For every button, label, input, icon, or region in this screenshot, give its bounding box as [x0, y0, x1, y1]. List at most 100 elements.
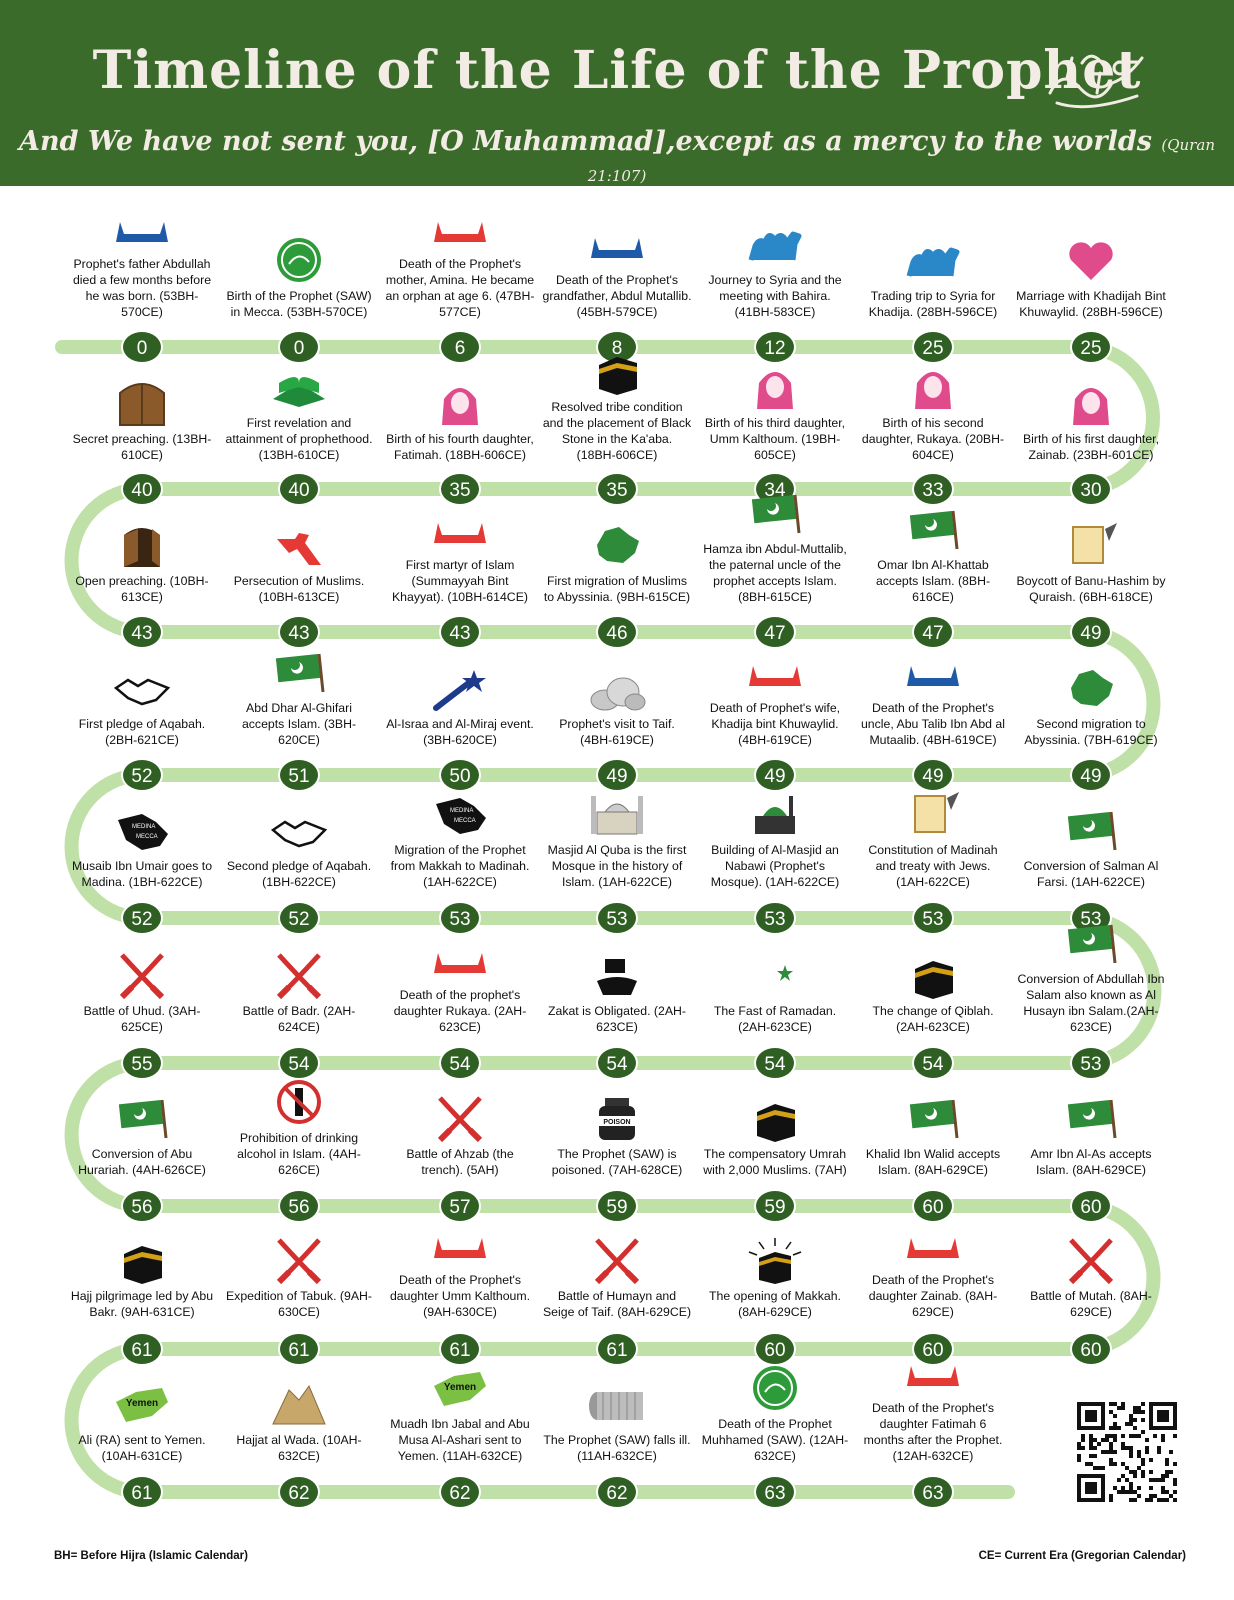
- event-description: Battle of Uhud. (3AH-625CE): [83, 1004, 201, 1034]
- age-badge: 51: [278, 758, 320, 792]
- swords-icon: [1061, 1236, 1121, 1285]
- age-badge: 53: [754, 901, 796, 935]
- quran-verse: And We have not sent you, [O Muhammad],e…: [19, 126, 1152, 157]
- flag-icon: [1061, 1094, 1121, 1142]
- event-description: Prophet's father Abdullah died a few mon…: [72, 257, 212, 319]
- event-description: Second pledge of Aqabah. (1BH-622CE): [226, 859, 372, 889]
- kaaba-icon: [903, 951, 963, 999]
- age-badge: 50: [439, 758, 481, 792]
- age-badge: 52: [121, 901, 163, 935]
- map-yemen-icon: Yemen: [430, 1364, 490, 1412]
- event-description: Open preaching. (10BH-613CE): [75, 574, 209, 604]
- event-description: Birth of his first daughter, Zainab. (23…: [1022, 432, 1160, 462]
- kaaba-icon: [112, 1236, 172, 1284]
- event-description: Khalid Ibn Walid accepts Islam. (8AH-629…: [865, 1147, 1001, 1177]
- event-description: Prohibition of drinking alcohol in Islam…: [237, 1131, 361, 1177]
- event-description: Marriage with Khadijah Bint Khuwaylid. (…: [1016, 289, 1166, 319]
- age-badge: 54: [912, 1046, 954, 1080]
- flag-icon: [1061, 919, 1121, 967]
- svg-text:POISON: POISON: [603, 1119, 630, 1126]
- event-description: Prophet's visit to Taif. (4BH-619CE): [559, 717, 675, 747]
- age-badge: 30: [1070, 472, 1112, 506]
- event-description: Persecution of Muslims. (10BH-613CE): [233, 574, 365, 604]
- flag-icon: [112, 1094, 172, 1142]
- event-description: Muadh Ibn Jabal and Abu Musa Al-Ashari s…: [390, 1417, 530, 1463]
- event-description: Battle of Humayn and Seige of Taif. (8AH…: [542, 1289, 692, 1319]
- green-dome-icon: [745, 790, 805, 838]
- event-description: Death of the Prophet's uncle, Abu Talib …: [860, 701, 1006, 747]
- kaaba-icon: [745, 1094, 805, 1142]
- event-description: Hajjat al Wada. (10AH-632CE): [236, 1433, 362, 1463]
- age-badge: 60: [1070, 1332, 1112, 1366]
- age-badge: 56: [121, 1189, 163, 1223]
- blue-banner-icon: [587, 220, 647, 268]
- event-description: Battle of Ahzab (the trench). (5AH): [406, 1147, 514, 1177]
- age-badge: 53: [1070, 1046, 1112, 1080]
- page-subtitle: And We have not sent you, [O Muhammad],e…: [0, 126, 1234, 188]
- age-badge: 61: [439, 1332, 481, 1366]
- flag-icon: [269, 648, 329, 696]
- age-badge: 62: [278, 1475, 320, 1509]
- kaaba-rays-icon: [745, 1236, 805, 1284]
- event-description: Death of the Prophet's daughter Zainab. …: [868, 1273, 998, 1319]
- age-badge: 61: [121, 1475, 163, 1509]
- map-ethiopia-icon: [587, 521, 647, 569]
- age-badge: 52: [278, 901, 320, 935]
- age-badge: 54: [439, 1046, 481, 1080]
- event-description: Ali (RA) sent to Yemen. (10AH-631CE): [78, 1433, 206, 1463]
- open-door-icon: [112, 521, 172, 569]
- scroll-icon: [903, 790, 963, 838]
- event-description: Death of the Prophet's mother, Amina. He…: [385, 257, 535, 319]
- event-description: Death of the Prophet's grandfather, Abdu…: [542, 273, 692, 319]
- event-description: Amr Ibn Al-As accepts Islam. (8AH-629CE): [1030, 1147, 1152, 1177]
- age-badge: 47: [912, 615, 954, 649]
- hijab-icon: [903, 363, 963, 411]
- red-banner-icon: [745, 648, 805, 696]
- event-description: Death of the Prophet's daughter Fatimah …: [863, 1401, 1003, 1463]
- swords-icon: [587, 1236, 647, 1285]
- scroll-icon: [1061, 521, 1121, 569]
- age-badge: 63: [754, 1475, 796, 1509]
- event-description: Omar Ibn Al-Khattab accepts Islam. (8BH-…: [875, 558, 991, 604]
- event-description: The change of Qiblah. (2AH-623CE): [872, 1004, 994, 1034]
- event-description: Conversion of Abdullah Ibn Salam also kn…: [1017, 972, 1165, 1034]
- age-badge: 61: [121, 1332, 163, 1366]
- event-description: Abd Dhar Al-Ghifari accepts Islam. (3BH-…: [241, 701, 357, 747]
- age-badge: 12: [754, 330, 796, 364]
- legend-ce: CE= Current Era (Gregorian Calendar): [978, 1550, 1186, 1562]
- event-description: Migration of the Prophet from Makkah to …: [390, 843, 530, 889]
- age-badge: 59: [754, 1189, 796, 1223]
- hijab-icon: [745, 363, 805, 411]
- event-description: Trading trip to Syria for Khadija. (28BH…: [868, 289, 998, 319]
- age-badge: 46: [596, 615, 638, 649]
- age-badge: 53: [596, 901, 638, 935]
- red-banner-icon: [430, 1220, 490, 1268]
- heart-icon: [1061, 236, 1121, 284]
- age-badge: 62: [439, 1475, 481, 1509]
- qr-code[interactable]: [1077, 1402, 1177, 1502]
- age-badge: 47: [754, 615, 796, 649]
- svg-text:Yemen: Yemen: [126, 1398, 158, 1409]
- red-banner-icon: [903, 1348, 963, 1396]
- age-badge: 54: [596, 1046, 638, 1080]
- svg-text:MECCA: MECCA: [136, 834, 158, 840]
- event-description: The Fast of Ramadan. (2AH-623CE): [713, 1004, 837, 1034]
- event-description: Boycott of Banu-Hashim by Quraish. (6BH-…: [1016, 574, 1166, 604]
- event-description: Battle of Badr. (2AH-624CE): [242, 1004, 356, 1034]
- event-description: Al-Israa and Al-Miraj event. (3BH-620CE): [386, 717, 534, 747]
- swords-icon: [269, 951, 329, 1000]
- event-description: First pledge of Aqabah. (2BH-621CE): [78, 717, 206, 747]
- swords-icon: [112, 951, 172, 1000]
- event-description: The compensatory Umrah with 2,000 Muslim…: [703, 1147, 847, 1177]
- svg-text:MEDINA: MEDINA: [132, 824, 155, 830]
- age-badge: 43: [121, 615, 163, 649]
- mat-icon: [587, 1380, 647, 1428]
- age-badge: 62: [596, 1475, 638, 1509]
- legend-bh: BH= Before Hijra (Islamic Calendar): [54, 1550, 248, 1562]
- age-badge: 49: [1070, 615, 1112, 649]
- event-description: Constitution of Madinah and treaty with …: [868, 843, 998, 889]
- hijab-icon: [430, 379, 490, 427]
- event-description: Zakat is Obligated. (2AH-623CE): [547, 1004, 687, 1034]
- event-description: Hamza ibn Abdul-Muttalib, the paternal u…: [703, 542, 847, 604]
- header-banner: Timeline of the Life of the Prophet And …: [0, 0, 1234, 186]
